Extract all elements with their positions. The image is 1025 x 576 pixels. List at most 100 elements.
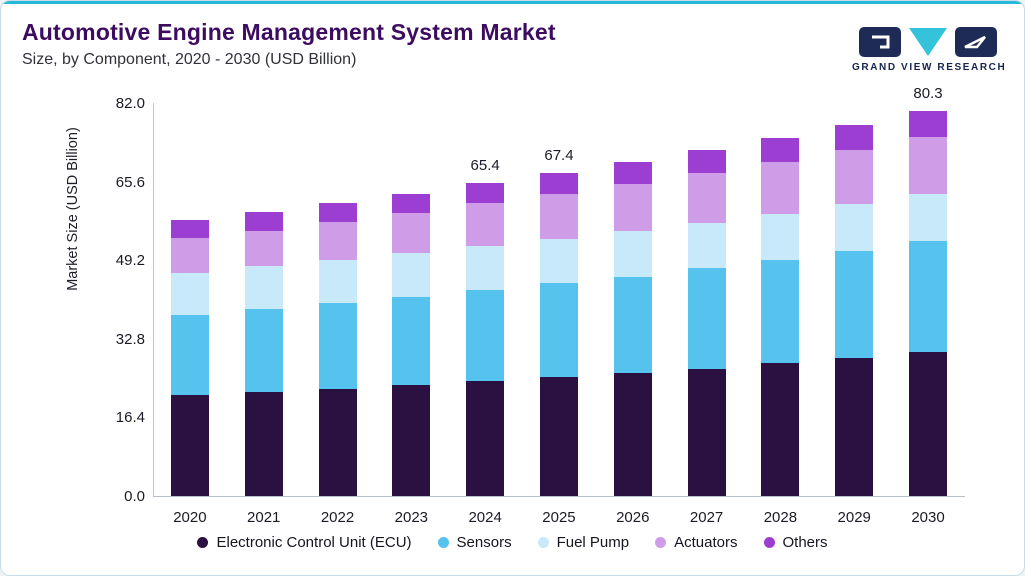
- bar-2021: 2021: [244, 103, 283, 526]
- bar-total-label: 65.4: [470, 156, 500, 174]
- x-tick-label: 2028: [763, 509, 798, 526]
- bar-segment-ecu: [318, 388, 357, 496]
- x-tick-label: 2022: [320, 509, 355, 526]
- bar-segment-sensors: [613, 276, 652, 374]
- bar-segment-ecu: [244, 392, 283, 496]
- bar-segment-fuel-pump: [687, 222, 726, 269]
- bar-segment-sensors: [539, 283, 578, 378]
- y-tick-label: 16.4: [115, 409, 145, 427]
- legend-item-actuators: Actuators: [655, 534, 738, 551]
- x-tick-label: 2030: [911, 509, 945, 526]
- bar-segment-ecu: [392, 384, 431, 496]
- bar-segment-actuators: [170, 238, 209, 273]
- x-tick-label: 2024: [468, 509, 502, 526]
- bar-total-label: 67.4: [544, 146, 574, 164]
- bar-segment-others: [613, 162, 652, 185]
- bar-segment-fuel-pump: [170, 272, 209, 315]
- bar-2026: 2026: [613, 103, 652, 526]
- bar-segment-actuators: [909, 137, 948, 195]
- bar-segment-fuel-pump: [318, 260, 357, 304]
- bar-segment-fuel-pump: [466, 245, 505, 290]
- x-tick-label: 2023: [394, 509, 429, 526]
- legend-label: Others: [782, 534, 828, 551]
- logo-text: GRAND VIEW RESEARCH: [852, 62, 1007, 73]
- bar-2029: 2029: [835, 103, 874, 526]
- legend-label: Sensors: [456, 534, 512, 551]
- x-axis-line: [153, 496, 965, 497]
- legend-dot-sensors: [437, 537, 449, 548]
- y-tick-label: 82.0: [115, 95, 145, 112]
- bar-2030: 2030 80.3: [909, 85, 948, 526]
- x-tick-label: 2027: [689, 509, 724, 526]
- legend-item-fuel-pump: Fuel Pump: [537, 534, 630, 551]
- bar-segment-actuators: [687, 173, 726, 223]
- bar-segment-fuel-pump: [909, 194, 948, 242]
- legend-label: Fuel Pump: [556, 534, 630, 551]
- chart-header: Automotive Engine Management System Mark…: [22, 19, 556, 69]
- legend-dot-others: [763, 537, 775, 548]
- bar-segment-ecu: [170, 395, 209, 496]
- bar-total-label: 80.3: [913, 85, 943, 103]
- logo-g-icon: [859, 27, 901, 57]
- bar-segment-fuel-pump: [761, 213, 800, 260]
- bar-segment-others: [466, 182, 505, 204]
- x-tick-label: 2026: [616, 509, 650, 526]
- bar-segment-others: [835, 125, 874, 150]
- bar-segment-ecu: [909, 352, 948, 496]
- bar-segment-others: [687, 150, 726, 174]
- bar-segment-sensors: [466, 289, 505, 381]
- logo-triangle-icon: [909, 28, 947, 56]
- bar-segment-sensors: [318, 303, 357, 389]
- bar-segment-others: [761, 137, 800, 162]
- x-tick-label: 2020: [173, 509, 207, 526]
- y-axis-title: Market Size (USD Billion): [65, 127, 81, 291]
- bar-segment-actuators: [318, 222, 357, 261]
- bar-segment-sensors: [687, 268, 726, 369]
- y-tick-label: 49.2: [115, 252, 145, 270]
- bar-segment-fuel-pump: [835, 204, 874, 251]
- bars: 2020 2021 2022 2023 2024 65.4 2025 67.4 2026 2027…: [153, 85, 965, 526]
- legend-item-sensors: Sensors: [437, 534, 512, 551]
- bar-segment-ecu: [539, 377, 578, 496]
- chart-subtitle: Size, by Component, 2020 - 2030 (USD Bil…: [22, 51, 357, 68]
- bar-segment-others: [244, 211, 283, 231]
- bar-segment-sensors: [761, 259, 800, 364]
- bar-2023: 2023: [392, 103, 431, 526]
- bar-segment-fuel-pump: [539, 238, 578, 284]
- bar-segment-ecu: [761, 363, 800, 496]
- y-tick-label: 65.6: [115, 173, 145, 191]
- legend-item-others: Others: [763, 534, 828, 551]
- legend-item-ecu: Electronic Control Unit (ECU): [197, 534, 412, 551]
- bar-segment-ecu: [613, 373, 652, 496]
- y-tick-label: 0.0: [124, 488, 145, 505]
- logo-arrow-icon: [955, 27, 997, 57]
- bar-segment-actuators: [761, 161, 800, 214]
- top-accent-line: [1, 1, 1024, 4]
- bar-segment-fuel-pump: [613, 231, 652, 277]
- bar-segment-actuators: [539, 194, 578, 239]
- bar-2024: 2024 65.4: [466, 103, 505, 526]
- x-tick-label: 2029: [837, 509, 871, 526]
- bar-segment-actuators: [466, 203, 505, 246]
- bar-segment-others: [392, 193, 431, 214]
- legend: Electronic Control Unit (ECU) Sensors Fuel…: [1, 534, 1024, 551]
- bar-segment-actuators: [613, 184, 652, 232]
- bar-segment-actuators: [392, 213, 431, 254]
- bar-segment-sensors: [392, 296, 431, 385]
- bar-segment-sensors: [170, 314, 209, 396]
- y-axis-ticks: 0.0 16.4 32.8 49.2 65.6 82.0: [97, 95, 145, 505]
- bar-segment-others: [539, 172, 578, 195]
- bar-segment-sensors: [244, 309, 283, 392]
- y-tick-label: 32.8: [115, 330, 145, 348]
- bar-segment-ecu: [466, 381, 505, 496]
- legend-label: Electronic Control Unit (ECU): [216, 534, 412, 551]
- bar-2027: 2027: [687, 103, 726, 526]
- bar-segment-actuators: [244, 230, 283, 267]
- bar-segment-sensors: [909, 241, 948, 353]
- bar-2025: 2025 67.4: [539, 103, 578, 526]
- bar-segment-others: [318, 203, 357, 223]
- bar-segment-ecu: [687, 368, 726, 496]
- legend-dot-fuel-pump: [537, 537, 549, 548]
- bar-segment-others: [170, 220, 209, 239]
- bar-segment-fuel-pump: [244, 266, 283, 310]
